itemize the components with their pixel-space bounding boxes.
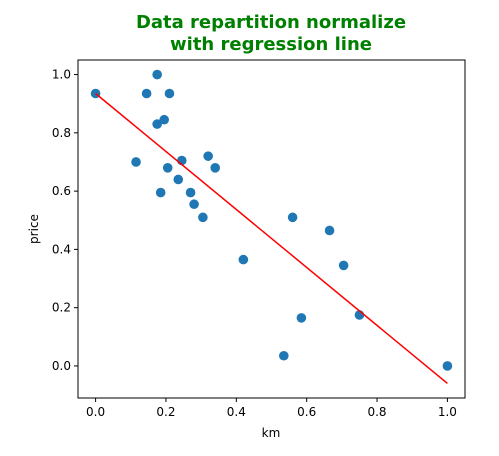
x-tick-label-3: 0.6 [297,405,316,419]
data-point-11 [185,187,196,198]
data-point-7 [162,163,173,173]
plot-frame [77,59,466,399]
chart-title-line-2: with regression line [170,34,372,55]
x-tick-label-2: 0.4 [227,405,246,419]
data-point-19 [296,313,307,323]
y-tick-label-0: 0.0 [52,359,71,373]
data-point-23 [442,361,453,371]
data-point-8 [164,88,175,99]
chart-title-line-1: Data repartition normalize [136,12,406,33]
x-tick-label-5: 1.0 [438,405,457,419]
data-point-17 [279,350,289,361]
data-point-15 [210,163,221,173]
y-tick-label-5: 1.0 [52,68,71,82]
axis-ticks: 0.0 0.2 0.4 0.6 0.8 1.0 0.0 0.2 0.4 0.6 0.8 1.0 [52,68,457,419]
x-axis-label: km [262,426,281,440]
data-point-5 [155,187,166,198]
data-point-18 [287,212,298,223]
data-point-4 [152,119,162,129]
x-tick-label-1: 0.2 [156,405,175,419]
data-point-6 [159,114,169,125]
plot-marks [90,69,453,385]
data-point-16 [238,254,249,265]
y-axis-label: price [27,214,41,244]
x-tick-label-0: 0.0 [86,405,105,419]
data-point-3 [152,69,162,80]
x-tick-label-4: 0.8 [367,405,386,419]
data-point-14 [203,151,213,161]
data-point-1 [131,157,141,167]
data-point-13 [198,212,208,223]
regression-line [95,92,448,385]
data-point-2 [141,88,152,99]
y-tick-label-3: 0.6 [52,184,71,198]
data-point-9 [173,174,184,185]
data-point-20 [324,225,335,236]
y-tick-label-4: 0.8 [52,126,71,140]
y-tick-label-2: 0.4 [52,242,71,256]
y-tick-label-1: 0.2 [52,301,71,315]
data-point-21 [338,260,349,271]
data-point-12 [189,199,199,210]
